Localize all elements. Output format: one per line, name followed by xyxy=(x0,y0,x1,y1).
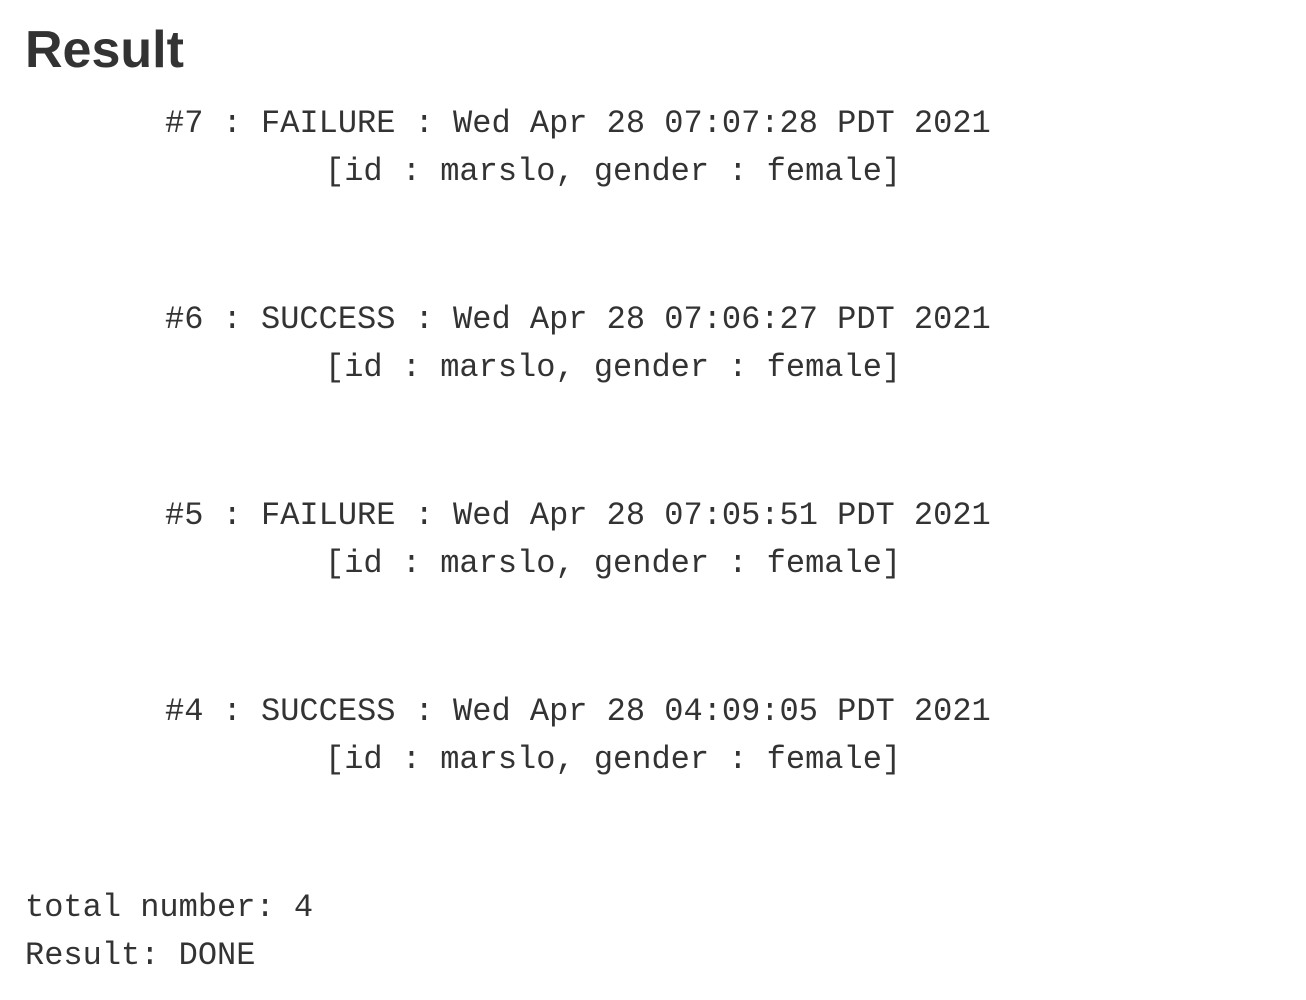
result-header-line: #6 : SUCCESS : Wed Apr 28 07:06:27 PDT 2… xyxy=(25,296,1281,344)
build-timestamp: Wed Apr 28 07:06:27 PDT 2021 xyxy=(453,301,991,338)
result-details-line: [id : marslo, gender : female] xyxy=(25,540,1281,588)
result-value: DONE xyxy=(179,937,256,974)
result-summary: Result: DONE xyxy=(25,932,1281,980)
result-header-line: #4 : SUCCESS : Wed Apr 28 04:09:05 PDT 2… xyxy=(25,688,1281,736)
build-status: FAILURE xyxy=(261,105,395,142)
build-number: #4 xyxy=(165,693,203,730)
build-status: FAILURE xyxy=(261,497,395,534)
total-value: 4 xyxy=(294,889,313,926)
result-entry: #7 : FAILURE : Wed Apr 28 07:07:28 PDT 2… xyxy=(25,100,1281,196)
build-details: [id : marslo, gender : female] xyxy=(325,349,901,386)
result-label: Result: xyxy=(25,937,159,974)
build-number: #7 xyxy=(165,105,203,142)
build-timestamp: Wed Apr 28 07:05:51 PDT 2021 xyxy=(453,497,991,534)
result-details-line: [id : marslo, gender : female] xyxy=(25,148,1281,196)
build-details: [id : marslo, gender : female] xyxy=(325,545,901,582)
result-entry: #4 : SUCCESS : Wed Apr 28 04:09:05 PDT 2… xyxy=(25,688,1281,784)
build-details: [id : marslo, gender : female] xyxy=(325,741,901,778)
page-title: Result xyxy=(25,20,1281,80)
result-details-line: [id : marslo, gender : female] xyxy=(25,344,1281,392)
result-details-line: [id : marslo, gender : female] xyxy=(25,736,1281,784)
build-timestamp: Wed Apr 28 04:09:05 PDT 2021 xyxy=(453,693,991,730)
build-number: #5 xyxy=(165,497,203,534)
results-container: #7 : FAILURE : Wed Apr 28 07:07:28 PDT 2… xyxy=(25,100,1281,980)
result-header-line: #5 : FAILURE : Wed Apr 28 07:05:51 PDT 2… xyxy=(25,492,1281,540)
build-status: SUCCESS xyxy=(261,301,395,338)
result-entry: #5 : FAILURE : Wed Apr 28 07:05:51 PDT 2… xyxy=(25,492,1281,588)
build-details: [id : marslo, gender : female] xyxy=(325,153,901,190)
result-header-line: #7 : FAILURE : Wed Apr 28 07:07:28 PDT 2… xyxy=(25,100,1281,148)
build-number: #6 xyxy=(165,301,203,338)
total-summary: total number: 4 xyxy=(25,884,1281,932)
total-label: total number: xyxy=(25,889,275,926)
build-status: SUCCESS xyxy=(261,693,395,730)
build-timestamp: Wed Apr 28 07:07:28 PDT 2021 xyxy=(453,105,991,142)
result-entry: #6 : SUCCESS : Wed Apr 28 07:06:27 PDT 2… xyxy=(25,296,1281,392)
